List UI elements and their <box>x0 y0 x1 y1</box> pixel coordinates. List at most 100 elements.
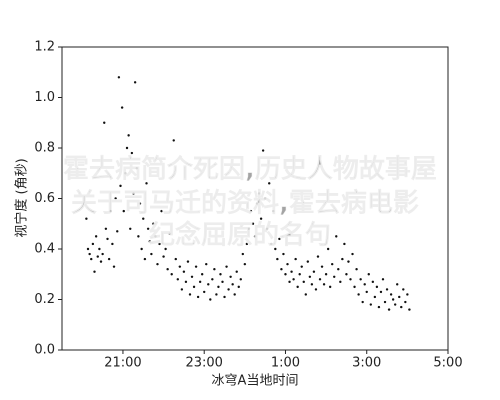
point <box>361 300 364 304</box>
point <box>270 242 273 246</box>
point <box>298 273 301 276</box>
point <box>205 262 208 266</box>
point <box>339 280 342 284</box>
point <box>379 290 383 294</box>
point <box>381 278 385 281</box>
point <box>276 257 279 261</box>
point <box>124 172 127 175</box>
point <box>138 202 142 205</box>
point <box>221 280 224 284</box>
point <box>203 290 206 294</box>
y-tick-label: 0.8 <box>34 141 55 156</box>
point <box>247 227 251 230</box>
point <box>326 247 330 251</box>
x-tick-label: 21:00 <box>104 356 141 371</box>
point <box>396 283 399 286</box>
point <box>341 257 344 261</box>
point <box>259 217 263 220</box>
point <box>383 300 387 304</box>
point <box>170 273 173 276</box>
point <box>178 265 182 268</box>
point <box>142 217 145 220</box>
point <box>253 235 257 238</box>
point <box>318 278 322 281</box>
point <box>373 295 377 299</box>
point <box>198 280 202 284</box>
point <box>292 278 295 281</box>
point <box>104 227 108 230</box>
x-tick-label: 5:00 <box>433 356 462 371</box>
x-tick-label: 3:00 <box>352 356 381 371</box>
point <box>406 293 409 296</box>
point <box>294 257 297 261</box>
point <box>99 260 103 263</box>
point <box>408 308 411 311</box>
point <box>223 295 226 299</box>
point <box>310 283 314 286</box>
point <box>268 182 271 185</box>
point <box>296 285 299 289</box>
point <box>347 260 350 263</box>
point <box>241 252 245 256</box>
point <box>180 288 184 291</box>
point <box>274 247 277 251</box>
point <box>255 202 259 205</box>
point <box>371 280 375 284</box>
point <box>316 255 320 258</box>
point <box>94 235 98 238</box>
point <box>127 134 130 137</box>
point <box>304 293 307 296</box>
point <box>207 283 210 286</box>
point <box>122 209 125 213</box>
point <box>111 242 114 246</box>
point <box>158 242 161 246</box>
point <box>375 285 379 289</box>
point <box>391 298 395 301</box>
point <box>300 265 303 268</box>
point <box>96 255 99 258</box>
point <box>184 280 188 284</box>
point <box>233 293 236 296</box>
y-tick-label: 0.6 <box>34 191 55 206</box>
point <box>101 252 104 256</box>
point <box>288 280 291 284</box>
point <box>369 303 372 306</box>
point <box>119 184 122 188</box>
point <box>132 192 135 195</box>
point <box>349 278 352 281</box>
point <box>265 227 269 230</box>
point <box>174 257 177 261</box>
point <box>176 278 179 281</box>
x-axis-label: 冰穹A当地时间 <box>212 373 299 389</box>
point <box>251 222 255 225</box>
point <box>320 265 324 268</box>
point <box>166 268 169 271</box>
point <box>120 106 124 109</box>
point <box>337 268 340 271</box>
point <box>86 247 90 251</box>
point <box>168 232 171 236</box>
point <box>140 247 143 251</box>
point <box>133 81 137 84</box>
point <box>129 227 132 230</box>
point <box>114 197 117 200</box>
point <box>389 293 393 296</box>
point <box>103 121 106 124</box>
point <box>387 308 391 311</box>
point <box>286 262 289 266</box>
point <box>324 273 328 276</box>
point <box>284 273 287 276</box>
point <box>335 235 338 238</box>
point <box>328 285 332 289</box>
point <box>312 270 316 273</box>
point <box>363 283 366 286</box>
point <box>152 222 155 225</box>
point <box>125 146 129 150</box>
point <box>306 260 310 263</box>
point <box>194 265 198 268</box>
point <box>351 252 354 256</box>
point <box>188 293 192 296</box>
point <box>314 288 318 291</box>
point <box>229 275 232 278</box>
